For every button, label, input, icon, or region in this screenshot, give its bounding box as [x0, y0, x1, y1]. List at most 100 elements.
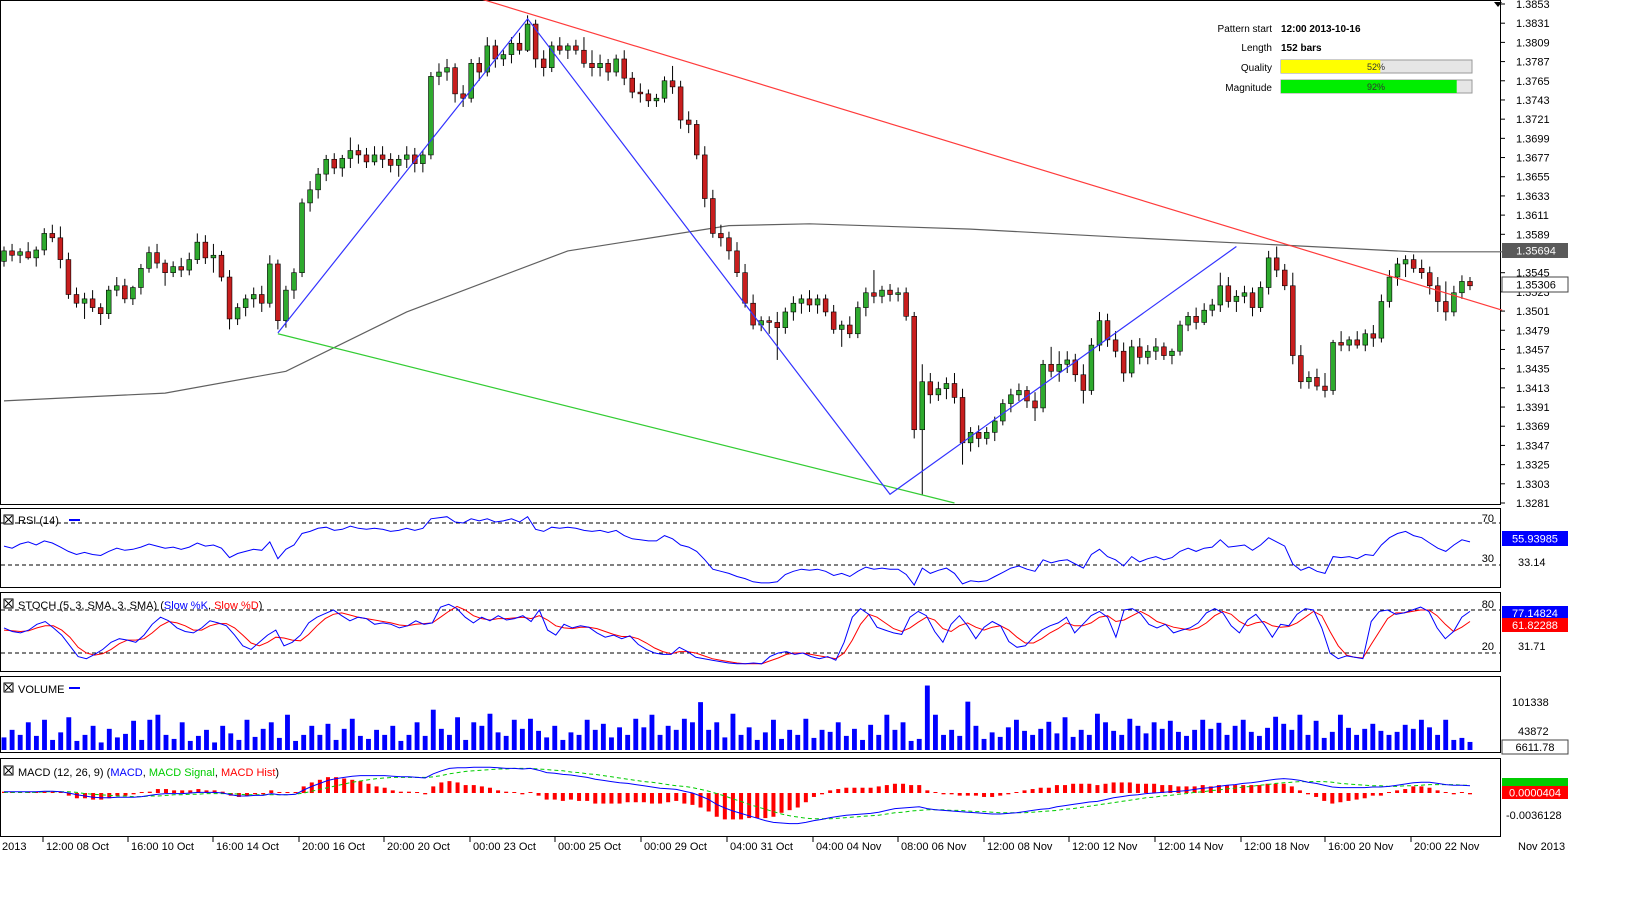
volume-bar — [487, 713, 493, 750]
volume-value-text: 6611.78 — [1516, 742, 1555, 754]
macd-hist-bar — [309, 782, 314, 793]
macd-hist-bar — [163, 789, 168, 793]
candle-body — [1443, 301, 1449, 313]
quality-bar-fill — [1281, 60, 1381, 73]
volume-bar — [795, 734, 801, 750]
volume-bar — [204, 729, 209, 750]
volume-bar — [1086, 734, 1092, 750]
candle-body — [1435, 285, 1441, 302]
macd-hist-bar — [1152, 783, 1157, 793]
volume-bar — [1200, 719, 1206, 750]
candle-body — [500, 54, 507, 60]
volume-bar — [17, 734, 23, 750]
macd-hist-bar — [949, 793, 954, 795]
candle-body — [484, 45, 491, 73]
candle-body — [81, 298, 88, 304]
volume-bar — [698, 702, 703, 750]
time-tick-label: 12:00 08 Nov — [987, 841, 1053, 853]
price-axis: 1.3853 1.3831 1.3809 1.3787 1.3765 1.3743 1.37… — [1500, 0, 1550, 510]
macd-hist-bar — [317, 779, 322, 793]
time-tick-label: 16:00 10 Oct — [131, 841, 194, 853]
macd-hist-bar — [973, 793, 978, 796]
candle-body — [1451, 292, 1457, 313]
macd-hist-bar — [1427, 787, 1432, 793]
volume-bar — [317, 734, 323, 750]
volume-bar — [1111, 730, 1117, 750]
candle-body — [806, 298, 813, 306]
macd-hist-bar — [763, 793, 768, 819]
volume-bar — [1062, 717, 1068, 750]
volume-bar — [892, 729, 898, 750]
macd-hist-bar — [536, 793, 541, 796]
volume-bar — [260, 728, 266, 750]
candle-body — [1346, 339, 1352, 346]
candle-body — [105, 289, 112, 314]
macd-hist-bar — [431, 786, 436, 793]
magnitude-bar-fill — [1281, 80, 1457, 93]
macd-hist-bar — [1038, 787, 1043, 793]
volume-bar — [455, 717, 460, 750]
time-tick-label: 04:00 31 Oct — [730, 841, 793, 853]
scroll-marker-icon[interactable] — [1494, 2, 1502, 7]
volume-bar — [374, 729, 380, 750]
candle-body — [702, 154, 708, 199]
macd-hist-bar — [1030, 789, 1035, 793]
candle-body — [355, 150, 362, 156]
macd-hist-bar — [471, 785, 476, 793]
volume-bar — [357, 735, 363, 750]
volume-value-badge — [1501, 739, 1569, 755]
volume-bar — [1127, 718, 1133, 750]
candle-body — [387, 158, 394, 166]
quality-value: 52% — [1367, 62, 1385, 72]
volume-bar — [1046, 721, 1052, 750]
candle-body — [661, 80, 668, 99]
volume-bar — [957, 735, 963, 750]
candle-body — [1201, 309, 1207, 323]
volume-bar — [471, 722, 477, 750]
macd-hist-bar — [933, 792, 938, 793]
candle-body — [1056, 363, 1062, 372]
candle-body — [1193, 316, 1199, 323]
macd-hist-bar — [601, 793, 606, 804]
macd-hist-bar — [123, 793, 128, 796]
volume-bar — [463, 739, 469, 750]
volume-bar — [536, 730, 541, 750]
candle-body — [742, 272, 748, 304]
volume-bar — [50, 739, 56, 750]
volume-bar — [665, 725, 671, 750]
candle-body — [1394, 263, 1401, 278]
last-close-label: 1.35306 — [1501, 276, 1569, 293]
volume-bar — [390, 725, 396, 750]
candle-body — [1153, 346, 1159, 352]
macd-hist-bar — [188, 790, 193, 793]
volume-bar — [268, 722, 274, 750]
macd-hist-bar — [398, 791, 403, 793]
volume-bar — [609, 737, 614, 750]
macd-hist-bar — [998, 793, 1003, 796]
macd-hist-bar — [334, 777, 339, 793]
macd-hist-bar — [196, 789, 201, 793]
volume-bar — [860, 739, 865, 750]
pattern-info-box: Pattern start 12:00 2013-10-16 Length 15… — [1218, 24, 1473, 94]
macd-hist-bar — [674, 793, 679, 801]
volume-bar — [649, 714, 655, 750]
candle-body — [863, 292, 869, 308]
macd-hist-bar — [34, 791, 39, 793]
volume-bar — [479, 725, 485, 750]
volume-bar — [187, 740, 193, 750]
candle-body — [557, 45, 563, 51]
candle-body — [444, 67, 450, 73]
volume-bar — [1370, 723, 1376, 750]
volume-bar — [406, 734, 412, 750]
macd-hist-bar — [739, 793, 744, 820]
volume-bar — [252, 736, 258, 750]
macd-panel-frame — [0, 758, 1501, 837]
macd-hist-bar — [1378, 793, 1383, 796]
candle-body — [1080, 374, 1087, 391]
volume-bar — [714, 722, 720, 750]
macd-hist-bar — [811, 793, 816, 797]
macd-hist-bar — [220, 791, 225, 793]
macd-hist-bar — [512, 792, 517, 793]
volume-bar — [787, 729, 793, 750]
